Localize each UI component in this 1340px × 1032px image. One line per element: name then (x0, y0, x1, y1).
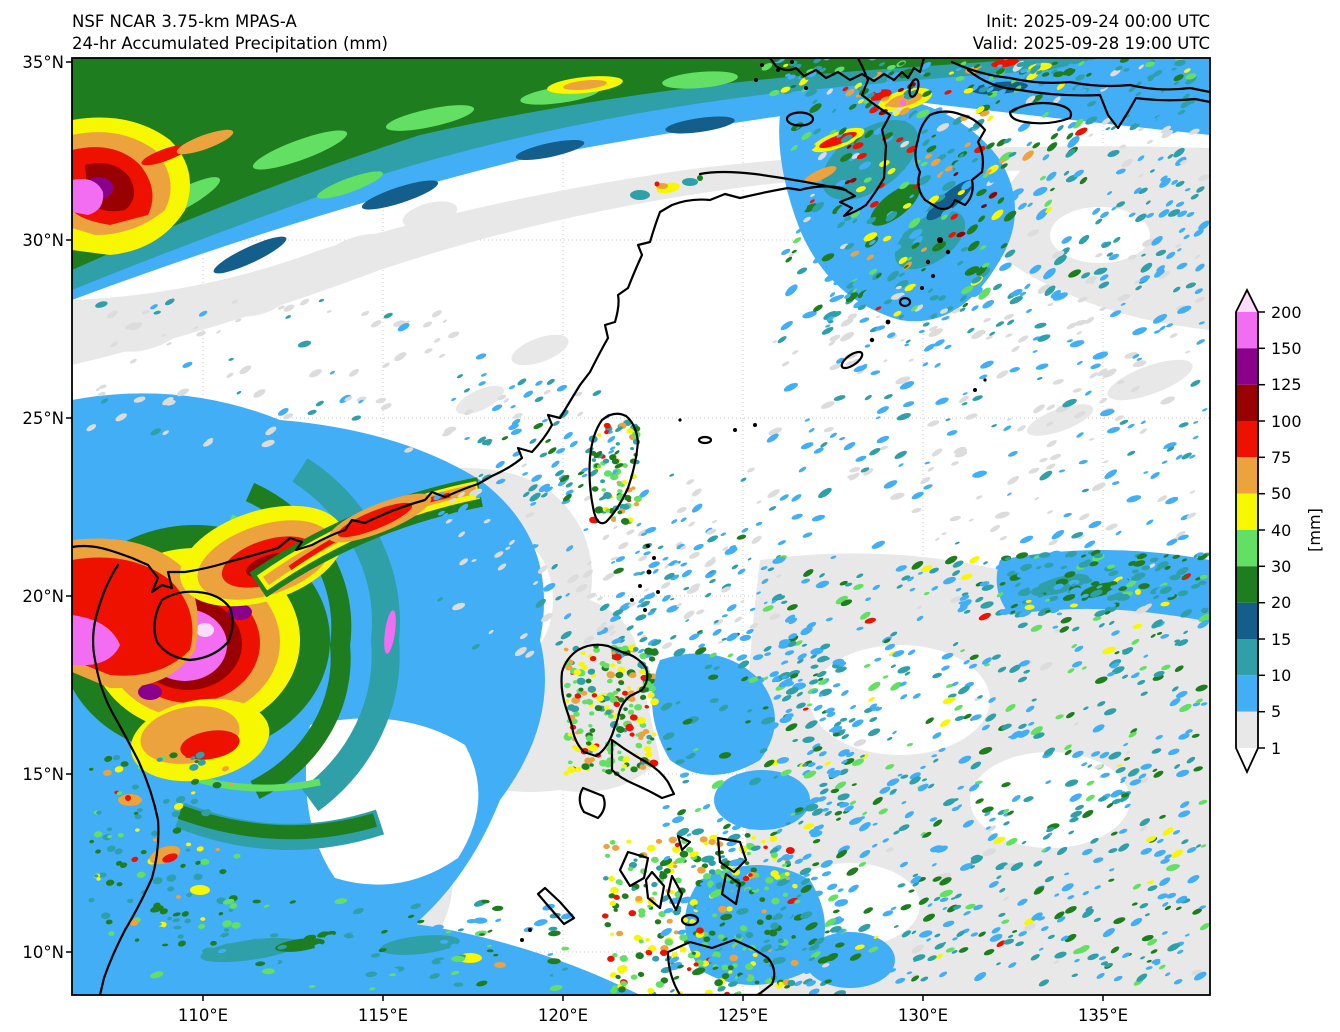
svg-text:5: 5 (1271, 702, 1281, 721)
hainan-island (153, 590, 234, 662)
kyushu-island (914, 110, 987, 211)
lon-tick-label: 115°E (358, 1006, 408, 1025)
scattered-shower-speckles (86, 58, 1210, 995)
batanes-islands (630, 544, 660, 612)
svg-text:150: 150 (1271, 339, 1302, 358)
svg-text:125: 125 (1271, 375, 1302, 394)
latitude-axis-labels: 35°N 30°N 25°N 20°N 15°N 10°N (22, 53, 64, 962)
speckle-region-east-band (999, 549, 1210, 616)
samar-island (716, 836, 748, 874)
vietnam-inland-cells (118, 794, 210, 895)
speckle-region-luzon-strait (596, 526, 781, 644)
korea-west-islets (754, 60, 808, 90)
svg-text:30: 30 (1271, 557, 1291, 576)
korea-south-coast (768, 58, 926, 83)
luzon-se-peninsula (610, 738, 676, 800)
svg-text:40: 40 (1271, 521, 1291, 540)
lat-tick-label: 10°N (22, 943, 64, 962)
speckle-region-pacific-mid (766, 292, 1208, 549)
yangtze-river (698, 170, 848, 192)
lat-tick-label: 15°N (22, 765, 64, 784)
lat-tick-label: 35°N (22, 53, 64, 72)
valid-time-label: Valid: 2025-09-28 19:00 UTC (973, 34, 1210, 53)
lon-tick-label: 130°E (898, 1006, 948, 1025)
colorbar-ticks (1258, 311, 1265, 749)
speckle-region-scs-bottom (146, 898, 574, 992)
colorbar-tick-labels: 200 150 125 100 75 50 40 30 20 15 10 5 1 (1271, 303, 1302, 758)
yangtze-delta-cells (630, 175, 703, 200)
jeju-island (785, 111, 815, 127)
bohol-island (680, 913, 700, 927)
svg-text:100: 100 (1271, 412, 1302, 431)
taiwan-strait-islets (678, 418, 757, 445)
luzon-island (560, 643, 649, 758)
svg-text:75: 75 (1271, 448, 1291, 467)
svg-text:20: 20 (1271, 593, 1291, 612)
model-title: NSF NCAR 3.75-km MPAS-A (72, 12, 297, 31)
coastlines (72, 58, 1210, 995)
svg-text:1: 1 (1271, 739, 1281, 758)
speckle-region-ph-east (659, 626, 850, 995)
negros-island (644, 870, 666, 910)
longitude-axis-labels: 110°E 115°E 120°E 125°E 130°E 135°E (178, 1006, 1128, 1025)
mindanao-island (666, 938, 776, 995)
speckle-region-pacific-south (760, 553, 1210, 987)
lat-tick-label: 20°N (22, 587, 64, 606)
colorbar-unit-label: [mm] (1305, 508, 1324, 552)
lat-tick-label: 25°N (22, 409, 64, 428)
okinawa-island (840, 350, 864, 370)
shikoku-island (1008, 101, 1073, 125)
honshu-south-coast (966, 68, 1210, 130)
vietnam-coastline (91, 563, 160, 995)
svg-text:15: 15 (1271, 630, 1291, 649)
masbate-island (676, 834, 692, 852)
colorbar-under-arrow (1236, 748, 1258, 772)
honshu-coast (950, 60, 1210, 94)
variable-title: 24-hr Accumulated Precipitation (mm) (72, 34, 388, 53)
speckle-region-vietnam-cells (88, 751, 241, 947)
lon-tick-label: 135°E (1078, 1006, 1128, 1025)
lon-tick-label: 120°E (538, 1006, 588, 1025)
speckle-region-typhoon-ne-fringe (478, 378, 624, 502)
lat-tick-label: 30°N (22, 231, 64, 250)
init-time-label: Init: 2025-09-24 00:00 UTC (986, 12, 1210, 31)
mindoro-island (578, 786, 606, 820)
japan-rain-region (779, 58, 1052, 322)
map-frame (71, 57, 1211, 996)
map-content (72, 58, 1210, 995)
lon-tick-label: 125°E (718, 1006, 768, 1025)
colorbar: 200 150 125 100 75 50 40 30 20 15 10 5 1… (1235, 287, 1324, 775)
taiwan-island (588, 412, 640, 525)
cebu-island (666, 874, 684, 912)
panay-island (618, 850, 650, 888)
svg-text:200: 200 (1271, 303, 1302, 322)
colorbar-over-arrow (1236, 290, 1258, 312)
tsushima-island (908, 78, 920, 98)
svg-text:50: 50 (1271, 484, 1291, 503)
palawan-island (536, 886, 576, 926)
lon-tick-label: 110°E (178, 1006, 228, 1025)
leyte-island (720, 872, 742, 906)
china-coastline (72, 58, 892, 594)
speckle-region-scs-center (426, 467, 763, 663)
axis-tick-marks (66, 61, 1104, 1001)
svg-text:10: 10 (1271, 666, 1291, 685)
speckle-region-below-front (86, 298, 487, 453)
